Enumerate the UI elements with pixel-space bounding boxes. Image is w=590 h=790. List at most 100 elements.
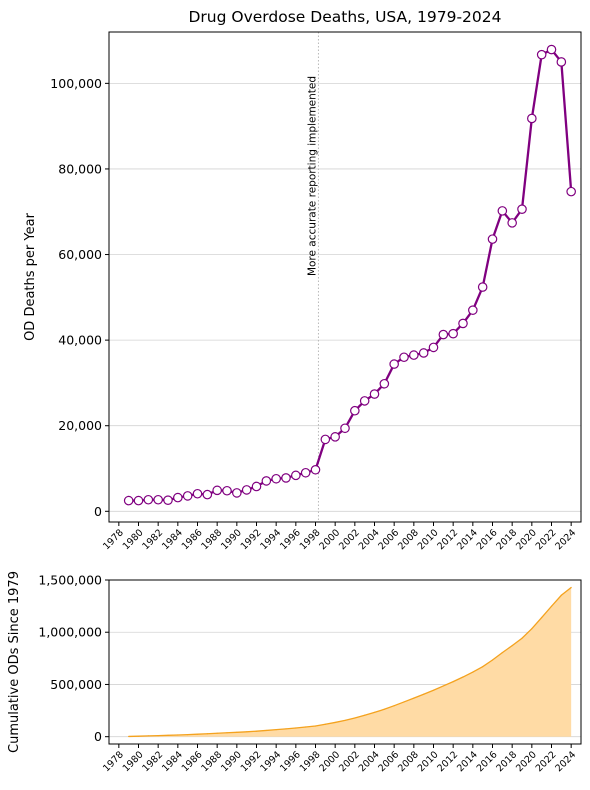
x-tick-label: 2016 <box>475 527 500 552</box>
data-point <box>536 49 547 60</box>
plot-frame <box>108 579 582 745</box>
x-tick-label: 1982 <box>140 527 165 552</box>
area-fill <box>128 587 572 737</box>
data-point <box>147 735 149 737</box>
y-axis-ticks: 0 500,000 1,000,000 1,500,000 <box>38 573 109 744</box>
data-point <box>511 645 513 647</box>
x-tick-label: 1994 <box>258 749 283 774</box>
x-tick-label: 2002 <box>337 527 362 552</box>
x-tick-label: 1984 <box>160 527 185 552</box>
data-point <box>128 735 130 738</box>
data-point <box>364 714 366 716</box>
data-point <box>418 348 429 358</box>
y-tick-label: 80,000 <box>58 161 102 176</box>
x-tick-label: 1992 <box>239 749 264 774</box>
x-tick-label: 1980 <box>121 749 146 774</box>
data-point <box>241 485 252 495</box>
data-point <box>432 689 435 691</box>
x-tick-label: 2008 <box>396 527 421 552</box>
data-point <box>157 735 159 737</box>
data-point <box>354 717 356 719</box>
data-point <box>202 489 213 500</box>
x-tick-label: 1996 <box>278 527 303 552</box>
data-point <box>560 594 562 596</box>
y-tick-label: 100,000 <box>50 76 102 91</box>
data-point <box>517 204 527 214</box>
x-tick-label: 1982 <box>140 749 165 774</box>
y-tick-label: 40,000 <box>58 333 102 348</box>
x-tick-label: 1992 <box>239 527 264 552</box>
data-point <box>344 719 346 722</box>
plot-frame <box>108 31 582 523</box>
data-point <box>497 206 508 216</box>
data-point <box>291 470 301 481</box>
data-point <box>167 734 169 736</box>
x-tick-label: 2004 <box>357 749 382 774</box>
data-point <box>281 473 291 483</box>
data-point <box>216 732 218 734</box>
data-point <box>212 485 222 496</box>
data-point <box>452 681 454 683</box>
data-point <box>491 659 494 661</box>
x-tick-label: 2000 <box>317 527 342 552</box>
x-tick-label: 2006 <box>376 749 401 774</box>
data-point <box>261 476 272 486</box>
y-tick-label: 1,000,000 <box>38 625 102 640</box>
annual-deaths-chart: Drug Overdose Deaths, USA, 1979-2024 Mor… <box>23 8 582 552</box>
y-axis-ticks: 0 20,000 40,000 60,000 80,000 100,000 <box>50 76 109 519</box>
x-tick-label: 2016 <box>475 749 500 774</box>
x-axis-ticks: 1978198019821984198619881990199219941996… <box>101 522 578 552</box>
series-area <box>128 586 572 738</box>
x-tick-label: 1998 <box>298 527 323 552</box>
x-tick-label: 1980 <box>121 527 146 552</box>
x-tick-label: 1986 <box>180 749 205 774</box>
data-point <box>340 423 350 434</box>
x-tick-label: 1990 <box>219 527 244 552</box>
data-point <box>550 605 553 607</box>
data-point <box>373 711 376 714</box>
data-point <box>438 329 449 340</box>
data-point <box>413 697 415 699</box>
data-point <box>137 735 140 737</box>
data-point <box>330 432 340 442</box>
data-point <box>310 464 321 475</box>
data-point <box>314 725 317 727</box>
x-tick-label: 2004 <box>357 527 382 552</box>
x-tick-label: 2020 <box>514 749 539 774</box>
x-tick-label: 1994 <box>258 527 283 552</box>
x-tick-label: 2012 <box>435 527 460 552</box>
data-point <box>383 708 385 710</box>
x-tick-label: 1978 <box>101 749 126 774</box>
data-point <box>541 616 543 619</box>
data-point <box>462 676 464 678</box>
x-tick-label: 2014 <box>455 527 480 552</box>
x-tick-label: 2018 <box>494 749 519 774</box>
data-point <box>251 481 262 492</box>
data-point <box>285 728 287 730</box>
data-point <box>300 467 311 478</box>
data-point <box>399 352 409 363</box>
data-point <box>448 328 458 339</box>
y-axis-label: OD Deaths per Year <box>23 212 38 340</box>
data-point <box>527 113 537 124</box>
y-tick-label: 60,000 <box>58 247 102 262</box>
data-point <box>271 473 281 484</box>
data-point <box>501 652 503 654</box>
data-point <box>379 378 390 389</box>
x-tick-label: 1990 <box>219 749 244 774</box>
data-point <box>123 495 134 506</box>
data-point <box>546 44 557 55</box>
data-point <box>507 218 517 228</box>
x-tick-label: 2010 <box>416 749 441 774</box>
x-tick-label: 2018 <box>494 527 519 552</box>
data-point <box>182 491 193 501</box>
data-point <box>320 434 331 445</box>
chart-title: Drug Overdose Deaths, USA, 1979-2024 <box>189 8 502 26</box>
data-point <box>566 186 576 197</box>
data-point <box>334 721 336 724</box>
data-point <box>442 685 444 687</box>
x-tick-label: 1988 <box>199 749 224 774</box>
data-point <box>305 726 307 728</box>
data-point <box>265 729 267 732</box>
data-point <box>295 727 297 729</box>
